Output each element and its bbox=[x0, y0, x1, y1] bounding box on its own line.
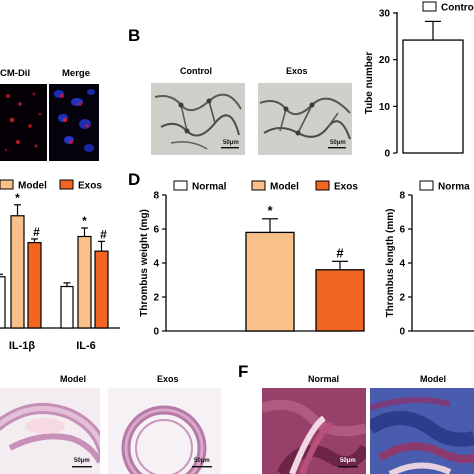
tl-ytick-label-4: 8 bbox=[399, 191, 405, 202]
panel-d-letter: D bbox=[128, 170, 141, 189]
cyto-bar-0-0 bbox=[0, 276, 6, 329]
cyto-bar-1-0 bbox=[60, 285, 74, 329]
tw-bar-model bbox=[245, 231, 295, 332]
f-normal-image: 50μm bbox=[262, 388, 366, 474]
merge-image bbox=[49, 84, 99, 161]
e-model-image: 50μm bbox=[0, 388, 100, 474]
b-control-image: 50μm bbox=[151, 83, 245, 155]
merge-label: Merge bbox=[62, 68, 90, 79]
tw-ytick-label-2: 4 bbox=[153, 259, 159, 270]
cytokine-chart: IL-1β IL-6 * # * # Model Exos bbox=[0, 179, 120, 352]
b-exos-image: 50μm bbox=[258, 83, 352, 155]
tw-ytick-label-3: 6 bbox=[153, 225, 159, 236]
tw-legend-exos-swatch bbox=[315, 180, 330, 191]
tw-bar-exos bbox=[315, 269, 365, 332]
tw-legend-model-swatch bbox=[251, 180, 266, 191]
cmdil-label: CM-Dil bbox=[0, 68, 31, 79]
f-model-image bbox=[370, 388, 474, 474]
f-normal-label: Normal bbox=[308, 374, 340, 384]
e-exos-scale: 50μm bbox=[194, 458, 210, 464]
e-model-scale: 50μm bbox=[74, 458, 90, 464]
cyto-bar-0-2 bbox=[27, 242, 42, 329]
panel-f-letter: F bbox=[238, 362, 249, 381]
tl-ytick-label-0: 0 bbox=[399, 327, 405, 338]
e-exos-label: Exos bbox=[157, 374, 179, 384]
tw-ytick-label-0: 0 bbox=[153, 327, 159, 338]
cyto-annotation-0: * bbox=[15, 191, 20, 205]
b-control-scale: 50μm bbox=[223, 140, 239, 146]
tw-legend-model-label: Model bbox=[270, 182, 299, 193]
tube-bar-control bbox=[402, 39, 464, 154]
tl-legend-normal-label: Norma bbox=[438, 182, 470, 193]
cmdil-image bbox=[0, 84, 47, 161]
cyto-annotation-1: # bbox=[33, 225, 40, 239]
tw-legend-exos-label: Exos bbox=[334, 182, 358, 193]
cyto-legend-exos-swatch bbox=[59, 179, 74, 190]
b-exos-scale: 50μm bbox=[330, 140, 346, 146]
tw-legend-normal-label: Normal bbox=[192, 182, 227, 193]
tw-annotation-1: # bbox=[336, 245, 344, 260]
cyto-bar-1-1 bbox=[77, 235, 92, 329]
tube-legend-control-swatch bbox=[422, 1, 437, 12]
cyto-bar-0-1 bbox=[10, 215, 25, 329]
e-model-label: Model bbox=[60, 374, 86, 384]
cyto-legend-model-label: Model bbox=[18, 181, 47, 192]
tube-ytick-label-1: 10 bbox=[379, 102, 391, 113]
tube-y-axis-title: Tube number bbox=[364, 52, 375, 115]
tube-ytick-label-2: 20 bbox=[379, 55, 391, 66]
cyto-legend-model-swatch bbox=[0, 179, 14, 190]
tl-ytick-label-1: 2 bbox=[399, 293, 405, 304]
b-exos-label: Exos bbox=[286, 66, 308, 76]
tw-ytick-label-4: 8 bbox=[153, 191, 159, 202]
cyto-annotation-3: # bbox=[100, 227, 107, 241]
tube-number-chart: 0 10 20 30 Tube number Control bbox=[364, 1, 474, 160]
tl-y-axis-title: Thrombus length (mm) bbox=[385, 209, 396, 318]
f-normal-scale: 50μm bbox=[340, 458, 356, 464]
tw-annotation-0: * bbox=[267, 203, 273, 218]
tw-ytick-label-1: 2 bbox=[153, 293, 159, 304]
cyto-category-0: IL-1β bbox=[9, 340, 36, 352]
cyto-category-1: IL-6 bbox=[76, 340, 96, 352]
tube-ytick-label-3: 30 bbox=[379, 9, 391, 20]
cyto-legend-exos-label: Exos bbox=[78, 181, 102, 192]
tube-ytick-label-0: 0 bbox=[384, 149, 390, 160]
b-control-label: Control bbox=[180, 66, 212, 76]
tube-legend-control-label: Control bbox=[441, 3, 474, 14]
tw-legend-normal-swatch bbox=[173, 180, 188, 191]
cyto-annotation-2: * bbox=[82, 214, 87, 228]
tl-ytick-label-2: 4 bbox=[399, 259, 405, 270]
cyto-bar-1-2 bbox=[94, 250, 109, 329]
tl-ytick-label-3: 6 bbox=[399, 225, 405, 236]
panel-b-letter: B bbox=[128, 26, 141, 45]
tw-y-axis-title: Thrombus weight (mg) bbox=[139, 209, 150, 317]
f-model-label: Model bbox=[420, 374, 446, 384]
e-exos-image: 50μm bbox=[108, 388, 221, 474]
tl-legend-normal-swatch bbox=[419, 180, 434, 191]
